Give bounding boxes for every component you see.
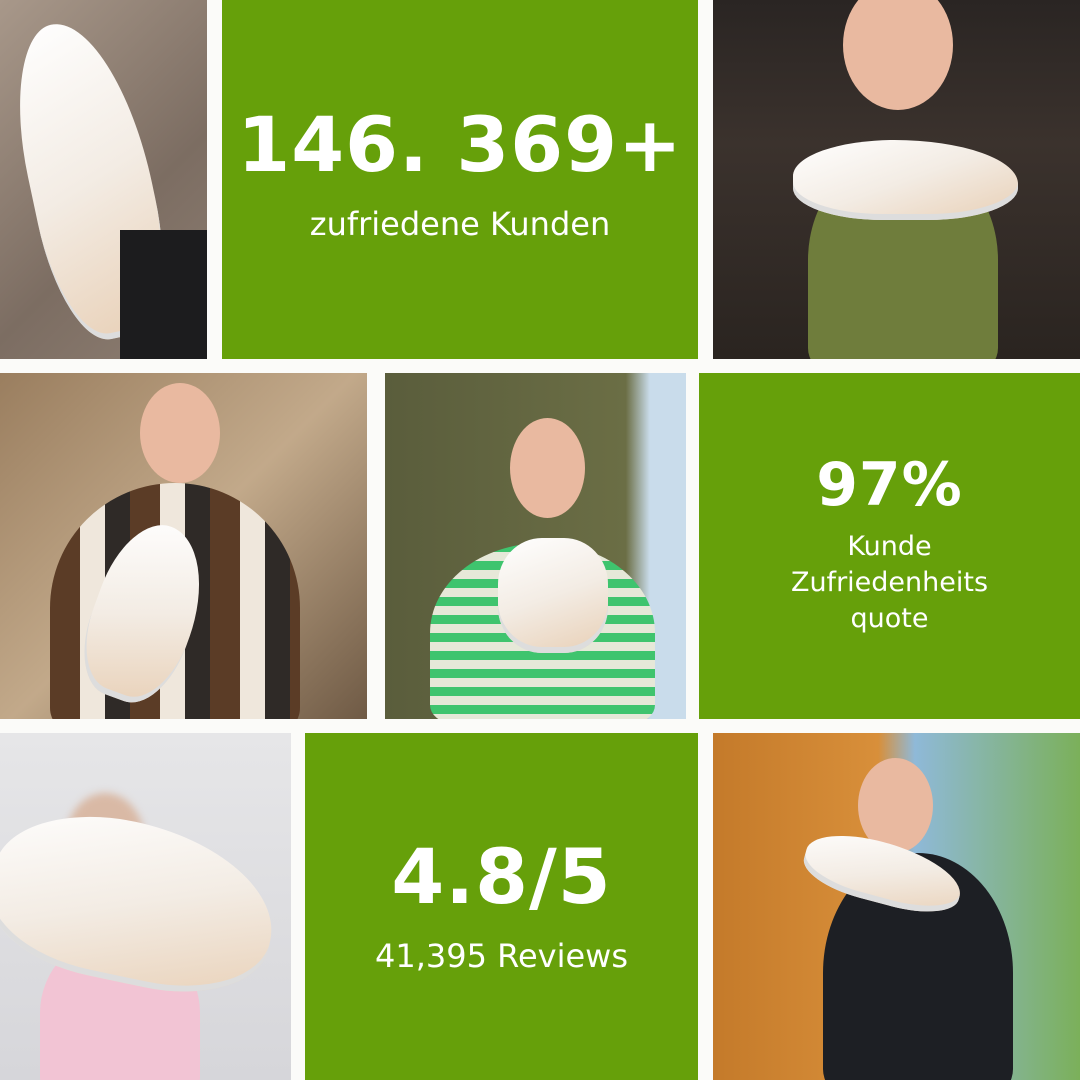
stat-customers: 146. 369+ zufriedene Kunden <box>222 0 698 359</box>
stat-reviews: 4.8/5 41,395 Reviews <box>305 733 698 1080</box>
reviews-count: 41,395 Reviews <box>375 936 628 975</box>
satisfaction-label-line-2: Zufriedenheits <box>790 567 989 598</box>
photo-shoe-on-foot <box>0 0 207 359</box>
satisfaction-label-line-3: quote <box>850 603 929 634</box>
photo-woman-wooden-wall <box>713 733 1080 1080</box>
satisfaction-label-line-1: Kunde <box>847 531 932 562</box>
customers-label: zufriedene Kunden <box>309 204 611 243</box>
photo-woman-holding-shoe <box>713 0 1080 359</box>
stat-satisfaction: 97% Kunde Zufriedenheits quote <box>699 373 1080 719</box>
photo-hand-holding-shoe <box>0 733 291 1080</box>
photo-woman-green-stripes <box>385 373 686 719</box>
customers-count: 146. 369+ <box>237 99 683 189</box>
rating-value: 4.8/5 <box>391 831 612 921</box>
photo-woman-plaid-jacket <box>0 373 367 719</box>
satisfaction-percent: 97% <box>816 450 963 520</box>
